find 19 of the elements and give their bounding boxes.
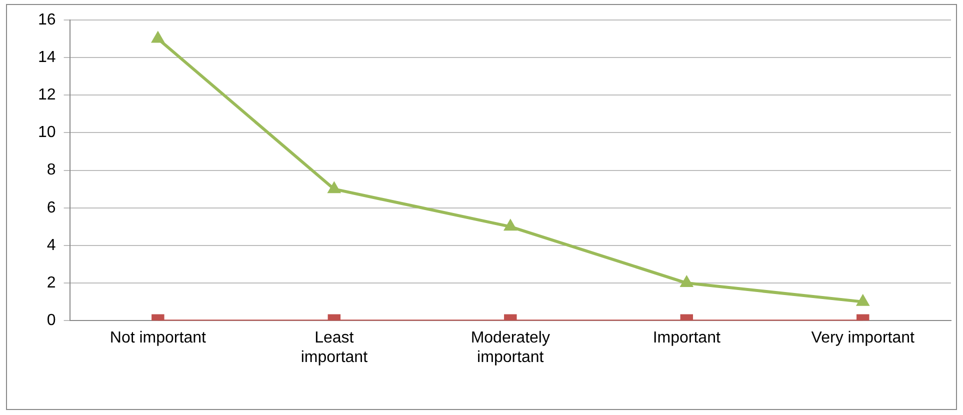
point [503, 218, 518, 231]
point [150, 30, 165, 43]
y-tick-label: 0 [46, 312, 56, 330]
x-tick-label: Very important [811, 330, 916, 347]
y-tick-label: 16 [38, 11, 56, 28]
x-tick-label: Least important [300, 330, 368, 366]
point [327, 181, 342, 194]
y-tick-label: 14 [38, 48, 56, 66]
y-tick-label: 4 [46, 236, 56, 254]
x-tick-label: Important [652, 330, 721, 347]
point [856, 294, 870, 306]
point [680, 275, 694, 288]
y-tick-label: 2 [46, 274, 56, 292]
x-tick-label: Moderately important [470, 330, 550, 366]
y-tick-label: 12 [38, 86, 56, 104]
y-tick-label: 6 [46, 199, 56, 216]
y-tick-label: 10 [38, 124, 56, 142]
x-tick-label: Not important [110, 330, 206, 347]
y-tick-label: 8 [46, 162, 56, 179]
